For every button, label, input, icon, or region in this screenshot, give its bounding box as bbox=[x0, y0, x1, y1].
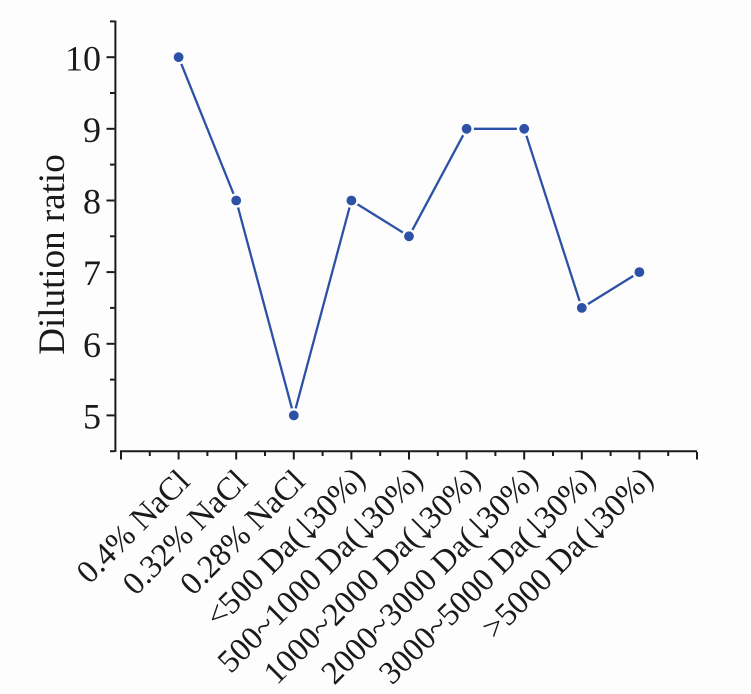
svg-text:Dilution ratio: Dilution ratio bbox=[32, 154, 73, 354]
svg-text:9: 9 bbox=[83, 110, 101, 150]
svg-text:5: 5 bbox=[83, 397, 101, 437]
svg-text:6: 6 bbox=[83, 325, 101, 365]
svg-text:7: 7 bbox=[83, 253, 101, 293]
svg-text:8: 8 bbox=[83, 182, 101, 222]
svg-text:10: 10 bbox=[65, 38, 101, 78]
